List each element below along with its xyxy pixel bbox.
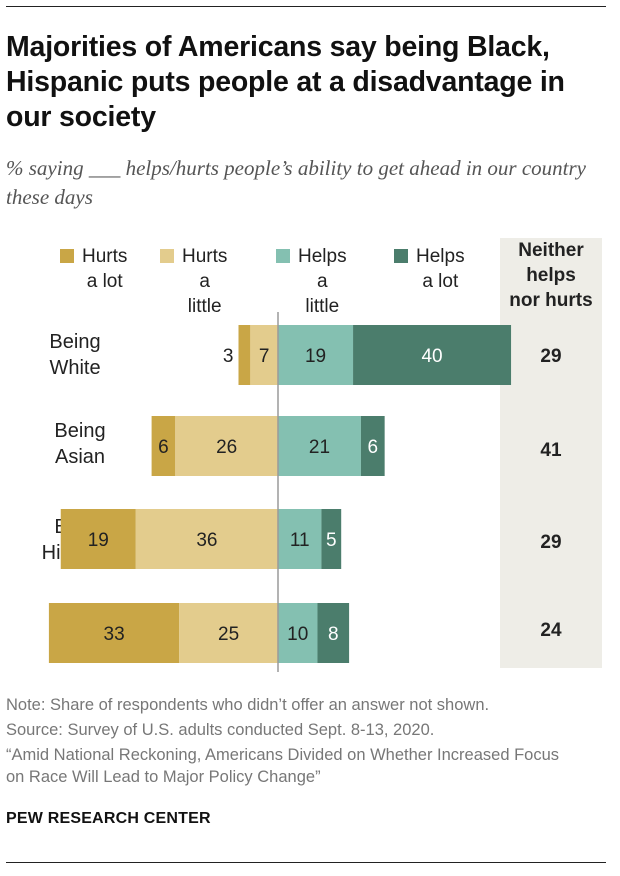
footnote-note: Note: Share of respondents who didn’t of… xyxy=(6,696,490,714)
bar-black-hurts-a-lot xyxy=(48,603,180,663)
chart-subtitle: % saying ___ helps/hurts people’s abilit… xyxy=(6,156,586,209)
footnote-report: “Amid National Reckoning, Americans Divi… xyxy=(6,746,560,786)
bar-white-hurts-a-lot xyxy=(238,325,251,385)
footnote-source: Source: Survey of U.S. adults conducted … xyxy=(6,721,435,739)
bar-asian-helps-a-lot xyxy=(360,416,385,476)
neither-value-hispanic: 29 xyxy=(540,532,562,553)
label-hispanic-hurts-a-lot: 19 xyxy=(88,530,109,551)
label-asian-helps-a-little: 21 xyxy=(309,437,330,458)
legend-label: Hurts a lot xyxy=(82,246,128,292)
bar-hispanic-helps-a-little xyxy=(278,509,322,569)
legend-label: Hurts a little xyxy=(182,246,228,317)
bar-asian-helps-a-little xyxy=(278,416,361,476)
bar-hispanic-helps-a-lot xyxy=(321,509,342,569)
neither-panel xyxy=(500,238,602,668)
label-hispanic-helps-a-lot: 5 xyxy=(326,530,337,551)
row-label-white: Being White xyxy=(49,331,101,379)
label-white-helps-a-lot: 40 xyxy=(421,346,442,367)
label-white-hurts-a-lot: 3 xyxy=(223,346,234,367)
legend-label: Helps a little xyxy=(298,246,347,317)
label-hispanic-hurts-a-little: 36 xyxy=(196,530,217,551)
label-black-hurts-a-lot: 33 xyxy=(104,624,125,645)
legend-swatch xyxy=(160,249,174,263)
bar-asian-hurts-a-little xyxy=(175,416,278,476)
neither-value-asian: 41 xyxy=(540,440,562,461)
top-rule xyxy=(6,6,606,7)
label-hispanic-helps-a-little: 11 xyxy=(290,530,310,551)
bar-black-hurts-a-little xyxy=(179,603,278,663)
label-asian-hurts-a-lot: 6 xyxy=(158,437,169,458)
bar-black-helps-a-lot xyxy=(317,603,350,663)
legend-swatch xyxy=(276,249,290,263)
legend-swatch xyxy=(394,249,408,263)
legend-swatch xyxy=(60,249,74,263)
bar-white-helps-a-little xyxy=(278,325,354,385)
label-white-helps-a-little: 19 xyxy=(305,346,326,367)
bar-hispanic-hurts-a-little xyxy=(135,509,278,569)
neither-value-white: 29 xyxy=(540,346,562,367)
bar-white-helps-a-lot xyxy=(353,325,512,385)
row-label-asian: Being Asian xyxy=(54,420,106,468)
legend-label: Helps a lot xyxy=(416,246,465,292)
label-asian-hurts-a-little: 26 xyxy=(216,437,237,458)
neither-value-black: 24 xyxy=(540,620,562,641)
label-black-hurts-a-little: 25 xyxy=(218,624,239,645)
chart-title: Majorities of Americans say being Black,… xyxy=(6,31,565,133)
bar-white-hurts-a-little xyxy=(250,325,278,385)
bar-black-helps-a-little xyxy=(278,603,318,663)
neither-header: Neither helps nor hurts xyxy=(509,240,593,311)
label-asian-helps-a-lot: 6 xyxy=(368,437,379,458)
bar-asian-hurts-a-lot xyxy=(151,416,176,476)
pew-research-center-logo: PEW RESEARCH CENTER xyxy=(6,810,211,827)
label-black-helps-a-lot: 8 xyxy=(328,624,339,645)
bottom-rule xyxy=(6,862,606,863)
label-white-hurts-a-little: 7 xyxy=(259,346,270,367)
label-black-helps-a-little: 10 xyxy=(287,624,308,645)
bar-hispanic-hurts-a-lot xyxy=(60,509,136,569)
